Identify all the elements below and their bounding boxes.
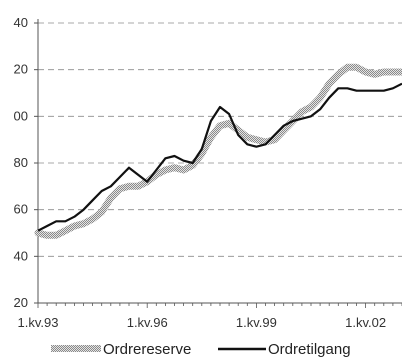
y-tick-label: 40 [14, 248, 28, 263]
x-tick-label: 1.kv.93 [18, 315, 59, 330]
y-tick-label: 40 [14, 15, 28, 30]
axes [37, 19, 402, 308]
series-line-ordrereserve [34, 63, 402, 239]
x-axis-tick-labels: 1.kv.93 1.kv.96 1.kv.99 1.kv.02 [18, 315, 387, 330]
series-line-ordretilgang [37, 82, 402, 232]
y-tick-label: 60 [14, 202, 28, 217]
x-tick-label: 1.kv.99 [236, 315, 277, 330]
y-tick-label: 00 [14, 108, 28, 123]
y-tick-label: 20 [14, 295, 28, 310]
legend-swatch-ordrereserve [51, 345, 101, 352]
y-tick-label: 80 [14, 155, 28, 170]
x-tick-label: 1.kv.02 [345, 315, 386, 330]
legend: Ordrereserve Ordretilgang [51, 341, 351, 358]
series-layer [34, 63, 402, 239]
x-tick-label: 1.kv.96 [127, 315, 168, 330]
y-tick-label: 20 [14, 62, 28, 77]
y-axis-tick-labels: 20 40 60 80 00 20 40 [14, 15, 28, 310]
legend-label-ordrereserve: Ordrereserve [103, 341, 191, 358]
legend-label-ordretilgang: Ordretilgang [268, 341, 351, 358]
